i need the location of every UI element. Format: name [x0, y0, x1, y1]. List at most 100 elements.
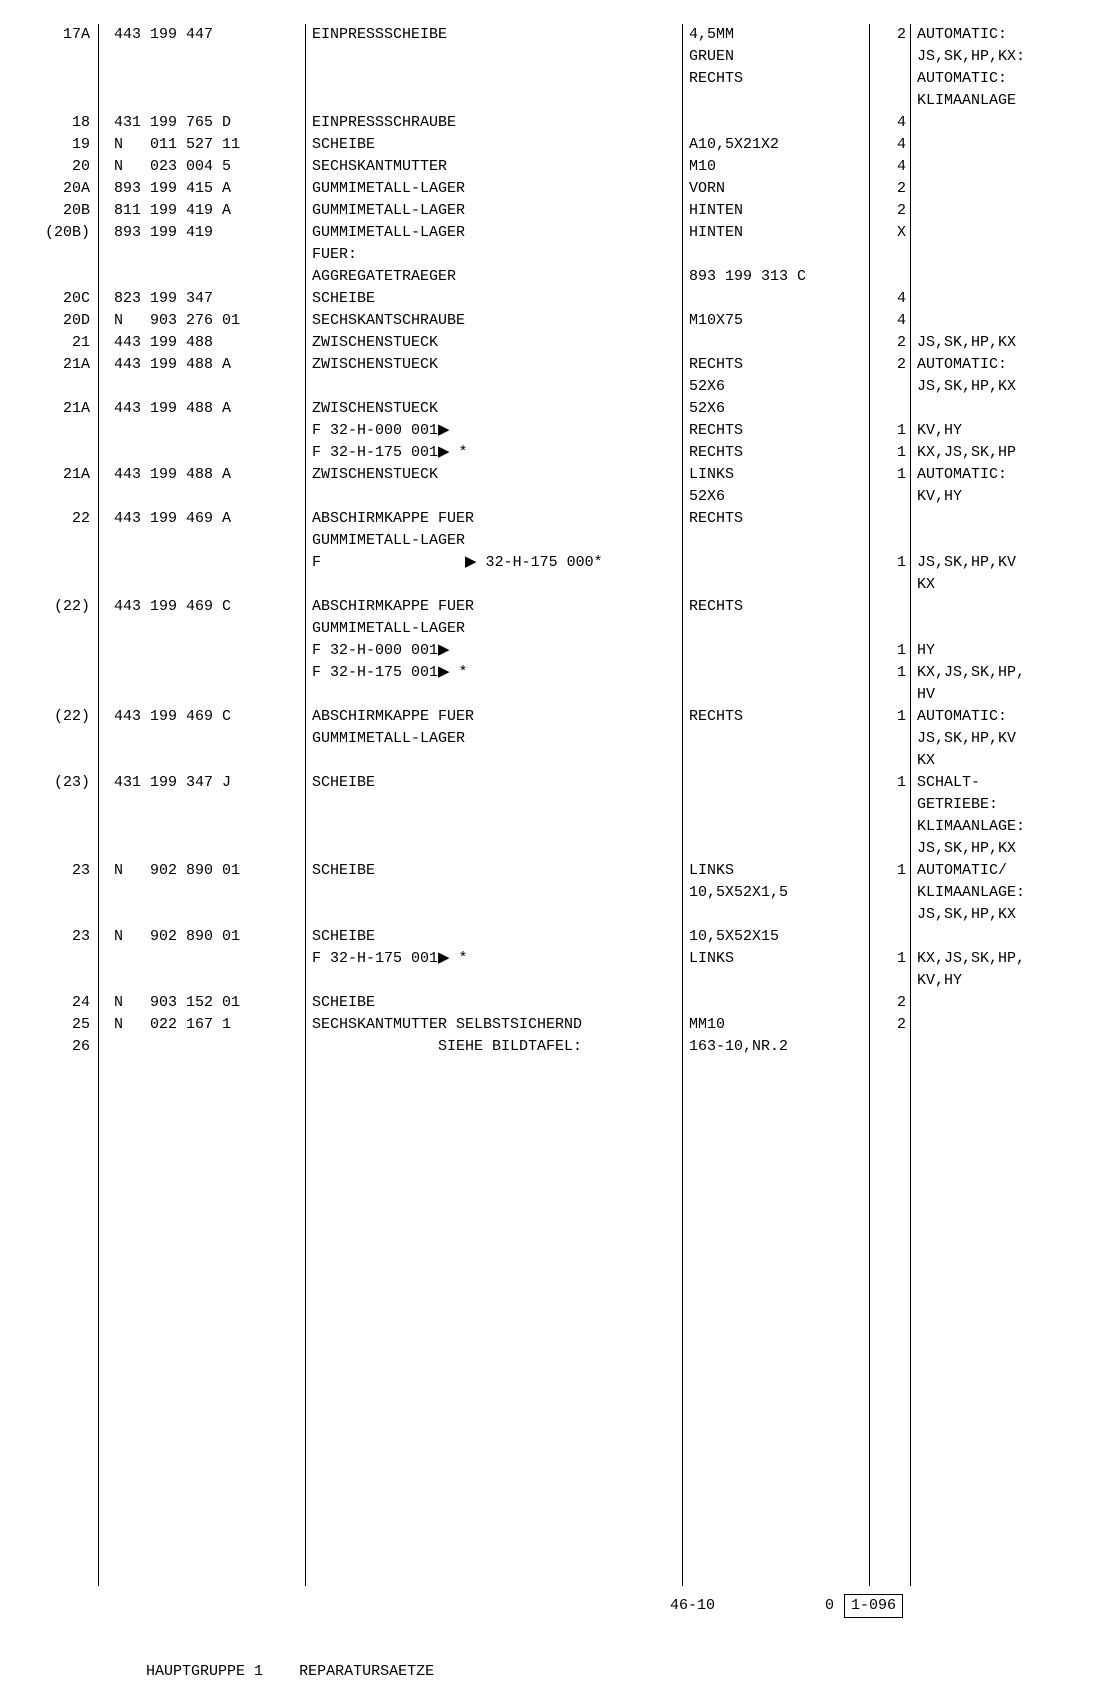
cell-desc: F 32-H-175 001▶ *	[306, 662, 683, 684]
table-row-blank	[20, 1454, 1099, 1476]
cell-blank	[306, 1454, 683, 1476]
table-row-blank	[20, 1542, 1099, 1564]
cell-pos	[20, 750, 99, 772]
cell-blank	[99, 1102, 306, 1124]
table-row: KX	[20, 750, 1099, 772]
cell-qty: 4	[870, 288, 911, 310]
cell-qty: 2	[870, 178, 911, 200]
cell-qty: 2	[870, 200, 911, 222]
cell-part: 443 199 488 A	[99, 464, 306, 486]
cell-blank	[20, 1146, 99, 1168]
cell-spec	[683, 992, 870, 1014]
cell-spec	[683, 90, 870, 112]
table-row: JS,SK,HP,KX	[20, 904, 1099, 926]
cell-part	[99, 684, 306, 706]
cell-spec	[683, 772, 870, 794]
cell-desc: FUER:	[306, 244, 683, 266]
table-row: FUER:	[20, 244, 1099, 266]
cell-spec: LINKS	[683, 948, 870, 970]
cell-blank	[870, 1146, 911, 1168]
cell-blank	[306, 1344, 683, 1366]
cell-blank	[99, 1058, 306, 1080]
cell-blank	[20, 1388, 99, 1410]
cell-qty: 1	[870, 640, 911, 662]
cell-blank	[870, 1476, 911, 1498]
cell-blank	[911, 1432, 1099, 1454]
cell-blank	[20, 1366, 99, 1388]
cell-blank	[306, 1388, 683, 1410]
cell-note	[911, 156, 1099, 178]
cell-part: 893 199 419	[99, 222, 306, 244]
cell-blank	[99, 1344, 306, 1366]
cell-qty: 1	[870, 420, 911, 442]
cell-blank	[911, 1388, 1099, 1410]
table-row: JS,SK,HP,KX	[20, 838, 1099, 860]
table-row: KLIMAANLAGE	[20, 90, 1099, 112]
cell-part: N 902 890 01	[99, 860, 306, 882]
table-row-blank	[20, 1058, 1099, 1080]
cell-spec: RECHTS	[683, 596, 870, 618]
cell-blank	[870, 1212, 911, 1234]
table-row: (22) 443 199 469 CABSCHIRMKAPPE FUERRECH…	[20, 706, 1099, 728]
table-row: 21A 443 199 488 AZWISCHENSTUECK52X6	[20, 398, 1099, 420]
cell-desc: SCHEIBE	[306, 134, 683, 156]
cell-blank	[99, 1190, 306, 1212]
cell-spec: RECHTS	[683, 442, 870, 464]
cell-spec: 4,5MM	[683, 24, 870, 46]
cell-blank	[683, 1520, 870, 1542]
table-row-blank	[20, 1564, 1099, 1586]
table-row: KX	[20, 574, 1099, 596]
cell-blank	[99, 1080, 306, 1102]
cell-blank	[20, 1410, 99, 1432]
cell-spec	[683, 684, 870, 706]
cell-pos: 18	[20, 112, 99, 134]
cell-part	[99, 838, 306, 860]
cell-qty	[870, 728, 911, 750]
cell-note	[911, 222, 1099, 244]
table-row: F 32-H-175 001▶ * 1KX,JS,SK,HP,	[20, 662, 1099, 684]
footer-code-prefix: 0	[825, 1595, 834, 1617]
cell-blank	[911, 1278, 1099, 1300]
cell-note	[911, 266, 1099, 288]
cell-blank	[683, 1080, 870, 1102]
cell-qty: 2	[870, 1014, 911, 1036]
table-row: 23 N 902 890 01SCHEIBE10,5X52X15	[20, 926, 1099, 948]
cell-spec	[683, 750, 870, 772]
cell-desc	[306, 794, 683, 816]
cell-blank	[20, 1322, 99, 1344]
table-row: (20B) 893 199 419GUMMIMETALL-LAGERHINTEN…	[20, 222, 1099, 244]
cell-blank	[99, 1542, 306, 1564]
cell-blank	[99, 1476, 306, 1498]
cell-note: AUTOMATIC:	[911, 706, 1099, 728]
cell-note: KX	[911, 750, 1099, 772]
cell-blank	[870, 1410, 911, 1432]
footer-code-box: 1-096	[844, 1594, 903, 1618]
cell-blank	[20, 1542, 99, 1564]
cell-desc: GUMMIMETALL-LAGER	[306, 728, 683, 750]
cell-spec: RECHTS	[683, 706, 870, 728]
cell-note: JS,SK,HP,KX	[911, 332, 1099, 354]
cell-desc: GUMMIMETALL-LAGER	[306, 530, 683, 552]
cell-blank	[99, 1388, 306, 1410]
cell-part	[99, 244, 306, 266]
cell-qty	[870, 376, 911, 398]
cell-desc: F 32-H-175 001▶ *	[306, 948, 683, 970]
cell-blank	[683, 1410, 870, 1432]
cell-spec: A10,5X21X2	[683, 134, 870, 156]
table-row: RECHTS AUTOMATIC:	[20, 68, 1099, 90]
cell-part	[99, 618, 306, 640]
cell-part	[99, 552, 306, 574]
cell-blank	[306, 1256, 683, 1278]
cell-spec: 52X6	[683, 376, 870, 398]
cell-pos: 21	[20, 332, 99, 354]
cell-blank	[306, 1058, 683, 1080]
cell-note: AUTOMATIC:	[911, 24, 1099, 46]
cell-blank	[20, 1168, 99, 1190]
cell-spec	[683, 640, 870, 662]
cell-spec: 10,5X52X15	[683, 926, 870, 948]
cell-desc	[306, 838, 683, 860]
cell-qty: 1	[870, 772, 911, 794]
cell-note	[911, 1014, 1099, 1036]
cell-blank	[870, 1388, 911, 1410]
cell-note	[911, 244, 1099, 266]
